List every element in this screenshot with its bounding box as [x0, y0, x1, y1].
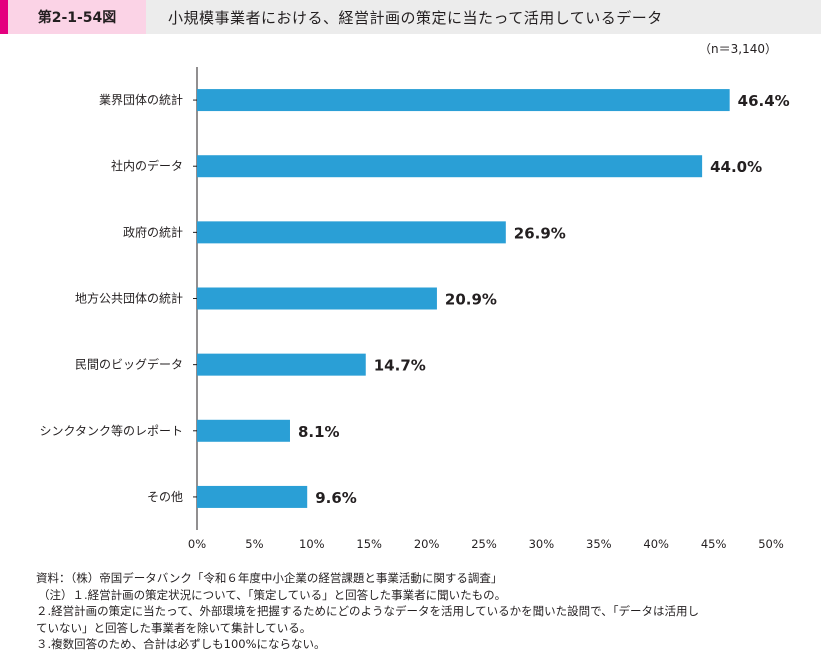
x-tick-label: 10%: [299, 537, 325, 551]
note-source: 資料：（株）帝国データバンク「令和６年度中小企業の経営課題と事業活動に関する調査…: [36, 571, 503, 585]
figure-header: 第2-1-54図 小規模事業者における、経営計画の策定に当たって活用しているデー…: [0, 0, 821, 34]
x-tick-label: 0%: [188, 537, 206, 551]
bar: [197, 485, 308, 508]
category-label: シンクタンク等のレポート: [39, 424, 183, 438]
bar: [197, 419, 290, 442]
category-label: 業界団体の統計: [99, 92, 183, 107]
header-accent-bar: [0, 0, 8, 34]
value-label: 20.9%: [445, 291, 497, 309]
bar: [197, 353, 366, 376]
bar: [197, 89, 730, 112]
x-tick-label: 5%: [245, 537, 263, 551]
x-tick-label: 35%: [586, 537, 612, 551]
x-tick-label: 15%: [356, 537, 382, 551]
value-label: 14.7%: [374, 357, 426, 375]
value-label: 46.4%: [738, 92, 790, 110]
value-label: 9.6%: [315, 489, 357, 507]
figure-title: 小規模事業者における、経営計画の策定に当たって活用しているデータ: [168, 8, 663, 27]
category-label: 民間のビッグデータ: [75, 357, 183, 372]
bar: [197, 221, 506, 244]
figure-id: 第2-1-54図: [8, 0, 146, 34]
note-2: ２.経営計画の策定に当たって、外部環境を把握するためにどのようなデータを活用して…: [36, 604, 699, 618]
x-tick-label: 40%: [643, 537, 669, 551]
note-3: ３.複数回答のため、合計は必ずしも100%にならない。: [36, 637, 326, 651]
x-tick-label: 25%: [471, 537, 497, 551]
x-tick-label: 30%: [529, 537, 555, 551]
figure-notes: 資料：（株）帝国データバンク「令和６年度中小企業の経営課題と事業活動に関する調査…: [36, 570, 806, 653]
x-tick-label: 50%: [758, 537, 784, 551]
category-label: 政府の統計: [123, 224, 183, 239]
bar: [197, 287, 437, 310]
bar-chart: 業界団体の統計 46.4% 社内のデータ 44.0% 政府の統計 26.9% 地方公共団体の…: [39, 67, 790, 551]
sample-size-note: （n＝3,140）: [699, 42, 777, 56]
note-1: （注）１.経営計画の策定状況について、「策定している」と回答した事業者に聞いたも…: [38, 587, 507, 602]
category-label: その他: [147, 490, 183, 504]
note-2-continued: ていない」と回答した事業者を除いて集計している。: [36, 620, 312, 635]
value-label: 44.0%: [710, 158, 762, 176]
bar: [197, 155, 703, 178]
category-label: 社内のデータ: [111, 158, 183, 173]
x-tick-label: 45%: [701, 537, 727, 551]
x-tick-label: 20%: [414, 537, 440, 551]
value-label: 8.1%: [298, 423, 340, 441]
category-label: 地方公共団体の統計: [75, 291, 183, 306]
value-label: 26.9%: [514, 224, 566, 242]
